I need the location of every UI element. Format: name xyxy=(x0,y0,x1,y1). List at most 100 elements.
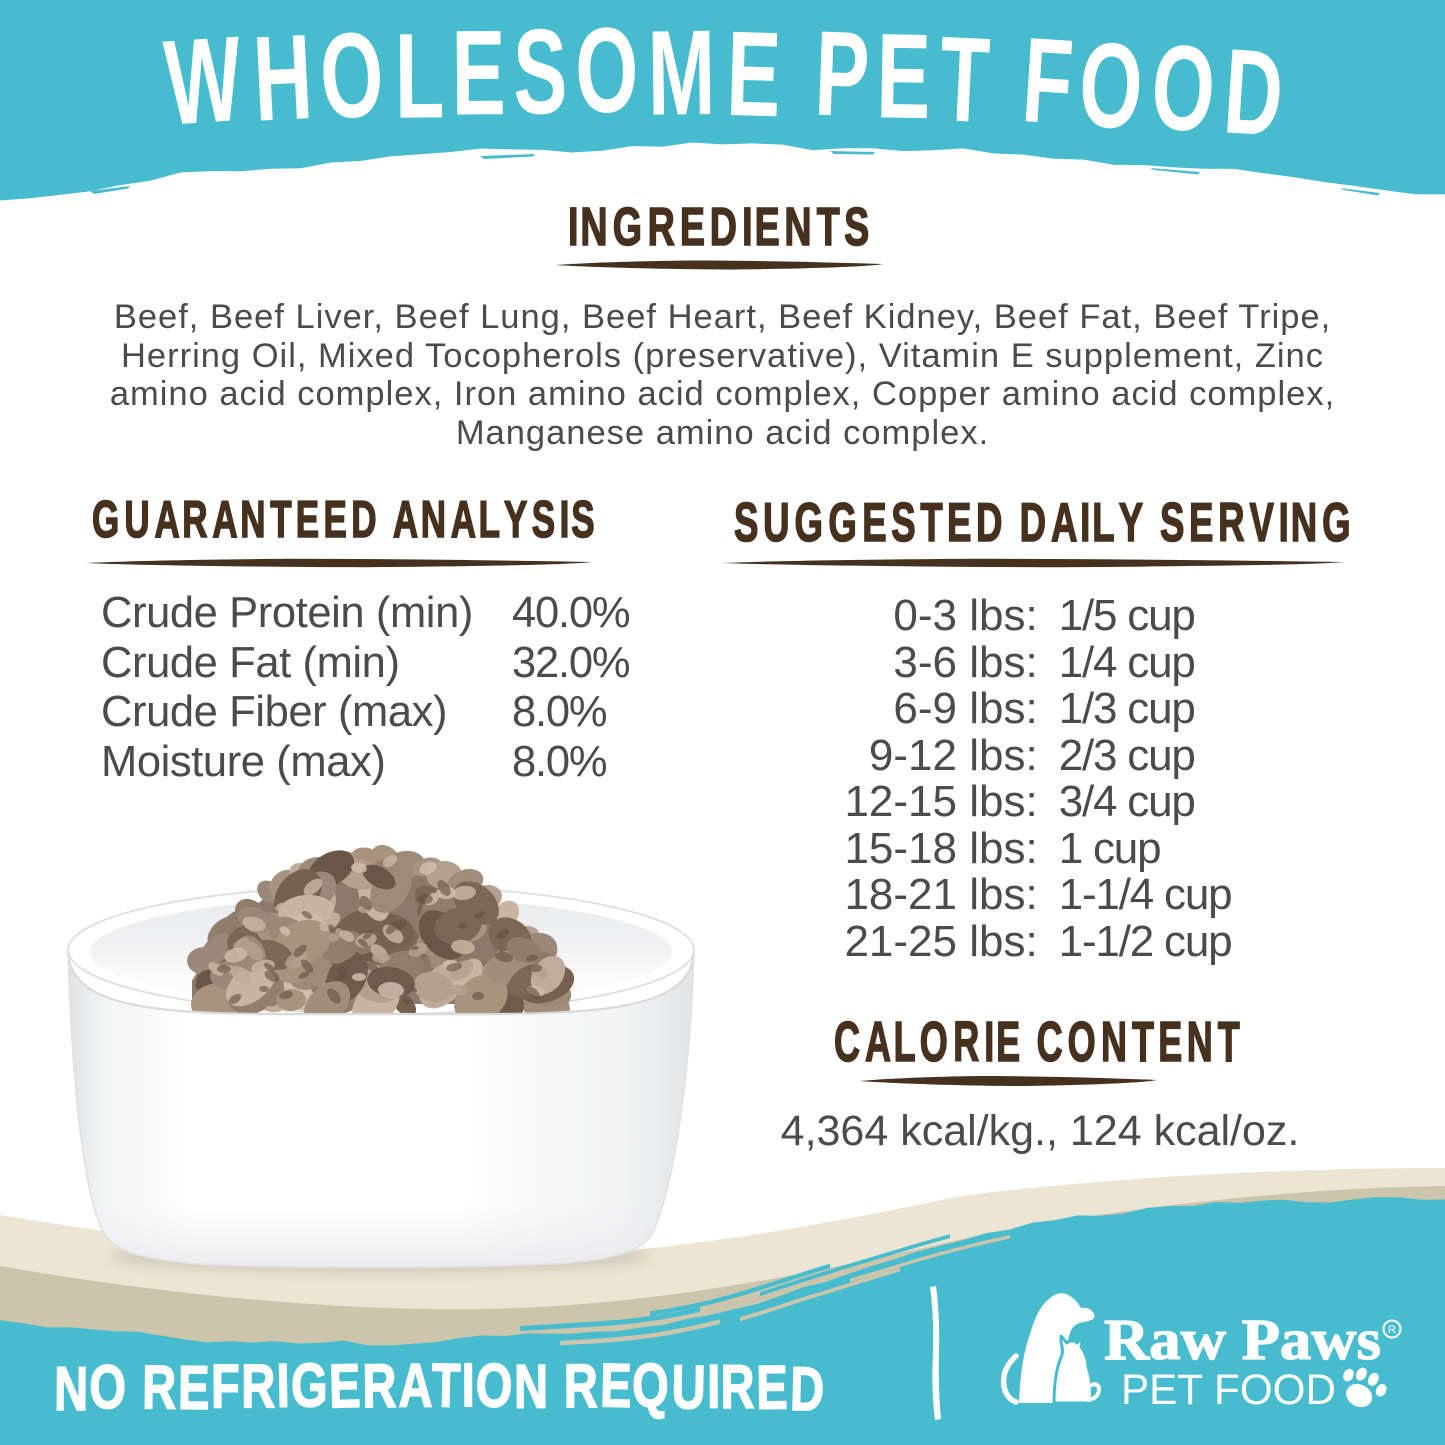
svg-text:A: A xyxy=(451,491,476,548)
svg-text:M: M xyxy=(647,5,716,141)
svg-text:W: W xyxy=(161,11,246,151)
svg-text:D: D xyxy=(1220,23,1287,162)
svg-text:I: I xyxy=(568,196,578,256)
svg-text:L: L xyxy=(1092,492,1114,553)
svg-text:O: O xyxy=(476,1350,513,1420)
svg-text:Q: Q xyxy=(632,1350,670,1420)
svg-text:D: D xyxy=(1020,492,1046,553)
svg-text:Raw Paws: Raw Paws xyxy=(1104,1307,1381,1372)
svg-text:U: U xyxy=(671,1352,706,1422)
svg-text:S: S xyxy=(1160,492,1184,553)
svg-text:T: T xyxy=(1218,1011,1240,1074)
svg-text:A: A xyxy=(1051,492,1077,553)
svg-text:I: I xyxy=(707,1351,720,1421)
svg-text:O: O xyxy=(89,1352,126,1422)
svg-text:S: S xyxy=(571,491,594,548)
svg-text:O: O xyxy=(574,2,640,139)
svg-text:N: N xyxy=(580,196,607,256)
svg-text:T: T xyxy=(1132,1011,1154,1074)
svg-text:T: T xyxy=(270,491,291,548)
svg-text:C: C xyxy=(1037,1011,1063,1074)
svg-text:R: R xyxy=(182,491,207,548)
svg-text:R: R xyxy=(1218,492,1244,553)
svg-text:N: N xyxy=(240,491,265,548)
svg-text:T: T xyxy=(431,1350,462,1420)
svg-text:S: S xyxy=(891,492,915,553)
svg-text:D: D xyxy=(976,492,1002,553)
svg-text:F: F xyxy=(211,1351,240,1421)
svg-text:F: F xyxy=(1019,12,1077,150)
svg-text:S: S xyxy=(844,196,869,256)
svg-text:A: A xyxy=(865,1011,891,1074)
svg-text:T: T xyxy=(920,492,943,553)
svg-text:G: G xyxy=(613,196,642,256)
svg-text:H: H xyxy=(250,9,315,147)
svg-text:A: A xyxy=(155,491,180,548)
svg-text:E: E xyxy=(324,491,347,548)
svg-text:E: E xyxy=(875,8,931,144)
svg-text:E: E xyxy=(1158,1011,1182,1074)
svg-text:A: A xyxy=(398,1350,432,1420)
svg-text:D: D xyxy=(351,491,376,548)
svg-text:G: G xyxy=(795,492,823,553)
svg-text:V: V xyxy=(1250,492,1274,553)
svg-text:I: I xyxy=(1080,492,1090,553)
svg-text:R: R xyxy=(720,1352,754,1422)
svg-text:I: I xyxy=(560,491,570,548)
svg-text:I: I xyxy=(462,1350,475,1420)
svg-text:I: I xyxy=(276,1350,290,1420)
svg-text:U: U xyxy=(763,492,789,553)
svg-text:O: O xyxy=(1076,16,1146,154)
svg-text:I: I xyxy=(984,1011,994,1074)
svg-text:R: R xyxy=(564,1351,598,1421)
svg-text:E: E xyxy=(451,5,506,141)
svg-text:Y: Y xyxy=(504,491,527,548)
svg-text:N: N xyxy=(54,1354,89,1424)
svg-text:D: D xyxy=(789,1353,825,1424)
svg-text:C: C xyxy=(834,1011,860,1074)
svg-text:E: E xyxy=(178,1353,210,1423)
svg-text:G: G xyxy=(92,491,119,548)
svg-text:N: N xyxy=(1291,492,1317,553)
svg-text:T: T xyxy=(817,196,840,256)
svg-text:Y: Y xyxy=(1119,492,1143,553)
svg-text:R: R xyxy=(1388,1324,1396,1336)
svg-text:O: O xyxy=(1068,1011,1096,1074)
svg-text:E: E xyxy=(599,1350,632,1420)
svg-text:E: E xyxy=(725,6,783,143)
svg-text:O: O xyxy=(920,1011,948,1074)
svg-text:I: I xyxy=(742,196,752,256)
svg-text:E: E xyxy=(756,1352,788,1422)
svg-text:E: E xyxy=(996,1011,1020,1074)
svg-text:E: E xyxy=(296,491,319,548)
svg-text:S: S xyxy=(532,491,555,548)
svg-text:N: N xyxy=(1101,1011,1127,1074)
svg-text:A: A xyxy=(393,491,418,548)
svg-text:E: E xyxy=(862,492,886,553)
svg-text:S: S xyxy=(512,4,568,140)
svg-text:E: E xyxy=(680,196,705,256)
svg-text:N: N xyxy=(514,1351,548,1421)
svg-text:N: N xyxy=(1187,1011,1213,1074)
svg-text:O: O xyxy=(1148,19,1219,158)
svg-text:L: L xyxy=(479,491,500,548)
svg-text:R: R xyxy=(648,196,675,256)
svg-text:N: N xyxy=(421,491,446,548)
svg-text:A: A xyxy=(212,491,237,548)
svg-text:I: I xyxy=(1279,492,1289,553)
svg-text:P: P xyxy=(813,5,872,142)
svg-text:G: G xyxy=(828,492,856,553)
svg-text:E: E xyxy=(755,196,780,256)
svg-text:G: G xyxy=(291,1350,328,1420)
svg-text:L: L xyxy=(395,8,445,143)
svg-text:R: R xyxy=(142,1352,177,1422)
svg-text:U: U xyxy=(124,491,149,548)
svg-text:T: T xyxy=(936,11,992,148)
svg-text:E: E xyxy=(328,1351,361,1422)
svg-text:L: L xyxy=(894,1011,916,1074)
svg-text:R: R xyxy=(362,1351,397,1421)
svg-text:R: R xyxy=(953,1011,979,1074)
svg-text:PET FOOD: PET FOOD xyxy=(1121,1366,1336,1414)
svg-text:S: S xyxy=(734,492,758,553)
svg-text:R: R xyxy=(241,1351,275,1421)
